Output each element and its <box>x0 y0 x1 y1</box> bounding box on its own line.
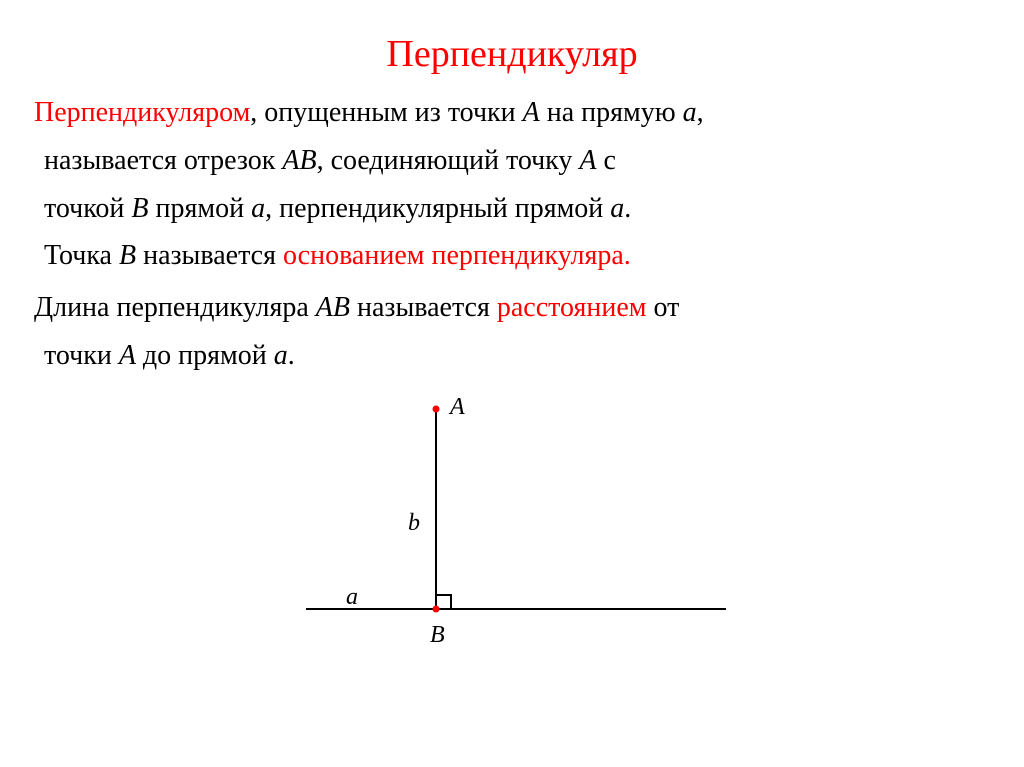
p4-s3: называется <box>136 240 283 271</box>
line-label-a: a <box>346 581 358 613</box>
point-label-a: A <box>450 391 465 423</box>
p3-s4: a <box>251 193 265 224</box>
slide: Перпендикуляр Перпендикуляром, опущенным… <box>0 0 1024 767</box>
p5-s1: Длина перпендикуляра <box>34 292 316 323</box>
paragraph-4: Точка B называется основанием перпендику… <box>44 237 988 275</box>
point-label-b: B <box>430 619 445 651</box>
p1-s2: , опущенным из точки <box>250 97 522 128</box>
point-a <box>433 405 440 412</box>
p3-s7: . <box>624 193 631 224</box>
p4-s4: основанием перпендикуляра. <box>283 240 631 271</box>
title-text: Перпендикуляр <box>386 33 637 75</box>
line-label-b: b <box>408 507 420 539</box>
paragraph-5: Длина перпендикуляра AB называется расст… <box>34 289 988 327</box>
p3-s2: B <box>131 193 148 224</box>
p2-s5: с <box>597 145 616 176</box>
slide-body: Перпендикуляром, опущенным из точки A на… <box>0 94 1024 669</box>
p4-s2: B <box>119 240 136 271</box>
p1-s5: a <box>683 97 697 128</box>
p6-s3: до прямой <box>136 340 274 371</box>
p6-s1: точки <box>44 340 119 371</box>
p5-s2: AB <box>316 292 350 323</box>
line-a <box>306 608 726 610</box>
p5-s5: от <box>647 292 680 323</box>
p1-s3: A <box>523 97 540 128</box>
p5-s4: расстоянием <box>497 292 647 323</box>
paragraph-2: называется отрезок AB, соединяющий точку… <box>44 142 988 180</box>
p3-s5: , перпендикулярный прямой <box>265 193 610 224</box>
p6-s4: a <box>274 340 288 371</box>
p5-s3: называется <box>350 292 497 323</box>
p2-s3: , соединяющий точку <box>317 145 580 176</box>
paragraph-3: точкой B прямой a, перпендикулярный прям… <box>44 190 988 228</box>
paragraph-1: Перпендикуляром, опущенным из точки A на… <box>34 94 988 132</box>
p1-s6: , <box>697 97 704 128</box>
p3-s1: точкой <box>44 193 131 224</box>
p2-s1: называется отрезок <box>44 145 282 176</box>
slide-title: Перпендикуляр <box>0 0 1024 94</box>
p6-s5: . <box>288 340 295 371</box>
paragraph-6: точки A до прямой a. <box>44 337 988 375</box>
p3-s6: a <box>610 193 624 224</box>
p1-s4: на прямую <box>540 97 683 128</box>
p1-s1: Перпендикуляром <box>34 97 250 128</box>
p6-s2: A <box>119 340 136 371</box>
point-b <box>433 605 440 612</box>
segment-ab <box>435 409 437 609</box>
p3-s3: прямой <box>149 193 252 224</box>
p2-s2: AB <box>282 145 316 176</box>
p2-s4: A <box>579 145 596 176</box>
p4-s1: Точка <box>44 240 119 271</box>
perpendicular-diagram: A Ba b <box>266 389 766 669</box>
